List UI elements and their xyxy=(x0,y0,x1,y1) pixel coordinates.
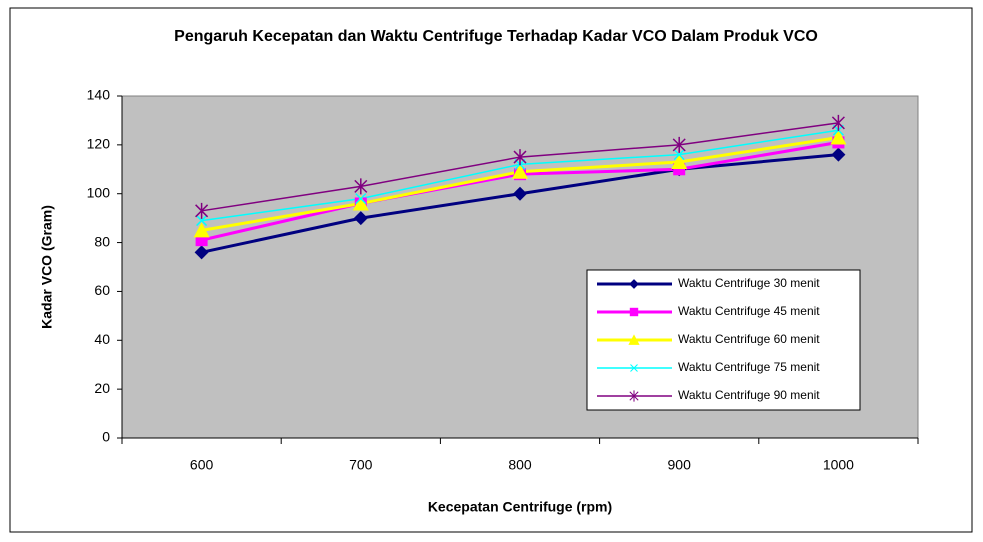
marker xyxy=(629,307,639,317)
marker xyxy=(512,163,528,179)
marker xyxy=(671,153,688,169)
legend-label: Waktu Centrifuge 45 menit xyxy=(678,304,820,318)
marker xyxy=(673,149,685,161)
x-tick-label: 1000 xyxy=(823,457,854,473)
legend-label: Waktu Centrifuge 30 menit xyxy=(678,276,820,290)
y-tick-label: 140 xyxy=(87,87,111,103)
marker xyxy=(831,147,846,162)
marker xyxy=(352,195,369,211)
marker xyxy=(831,114,845,131)
marker xyxy=(672,136,686,153)
legend-label: Waktu Centrifuge 60 menit xyxy=(678,332,820,346)
marker xyxy=(193,222,210,238)
marker xyxy=(194,245,209,260)
marker xyxy=(629,390,639,402)
legend-label: Waktu Centrifuge 75 menit xyxy=(678,360,820,374)
y-tick-label: 20 xyxy=(94,380,110,396)
y-tick-label: 40 xyxy=(94,331,110,347)
y-tick-label: 0 xyxy=(102,429,110,445)
y-tick-label: 80 xyxy=(94,233,110,249)
x-axis-label: Kecepatan Centrifuge (rpm) xyxy=(428,499,612,515)
x-tick-label: 900 xyxy=(668,457,692,473)
y-tick-label: 120 xyxy=(87,136,111,152)
marker xyxy=(354,178,368,195)
marker xyxy=(628,334,640,345)
y-tick-label: 60 xyxy=(94,282,110,298)
marker xyxy=(353,211,368,226)
chart-title: Pengaruh Kecepatan dan Waktu Centrifuge … xyxy=(174,28,818,45)
marker xyxy=(355,193,367,205)
x-tick-label: 800 xyxy=(508,457,532,473)
x-tick-label: 700 xyxy=(349,457,373,473)
marker xyxy=(195,202,209,219)
marker xyxy=(830,129,847,145)
y-tick-label: 100 xyxy=(87,184,111,200)
x-tick-label: 600 xyxy=(190,457,214,473)
marker xyxy=(630,364,638,372)
marker xyxy=(196,215,208,227)
marker xyxy=(513,149,527,166)
y-axis-label: Kadar VCO (Gram) xyxy=(39,205,55,329)
legend-label: Waktu Centrifuge 90 menit xyxy=(678,388,820,402)
marker xyxy=(513,186,527,201)
